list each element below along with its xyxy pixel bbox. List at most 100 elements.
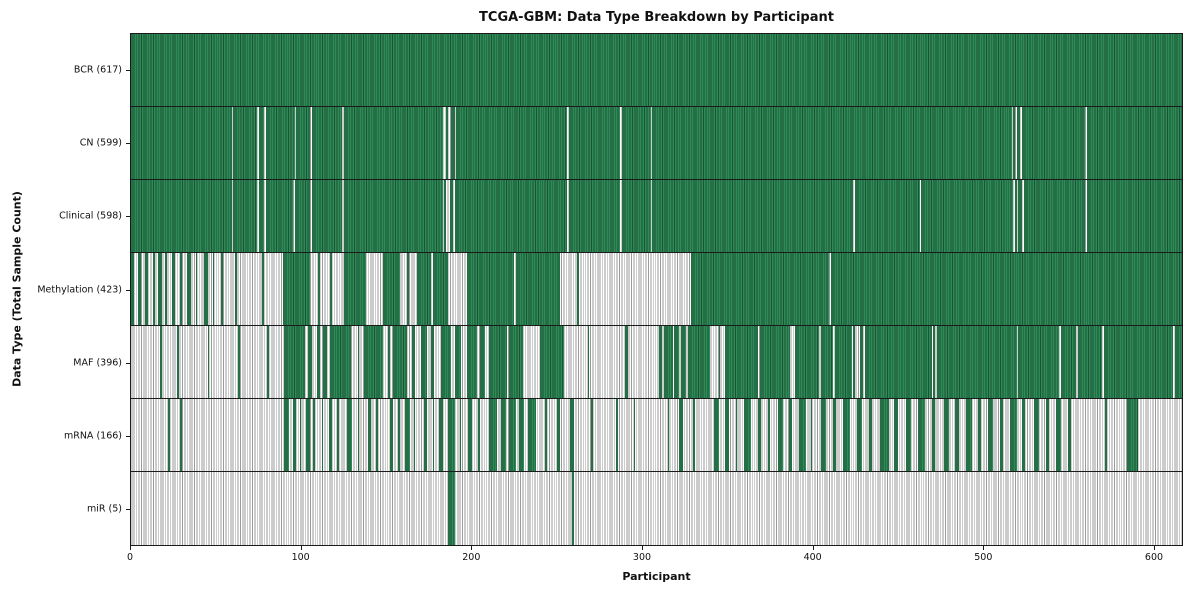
ytick-mark <box>126 142 130 144</box>
present-segment <box>691 253 830 325</box>
present-segment <box>1055 399 1062 471</box>
present-segment <box>987 399 993 471</box>
present-segment <box>131 34 1182 106</box>
present-segment <box>652 180 854 252</box>
heatmap-row-bcr <box>131 34 1182 107</box>
present-segment <box>388 326 390 398</box>
present-segment <box>423 399 428 471</box>
present-segment <box>321 399 324 471</box>
present-segment <box>296 107 310 179</box>
heatmap-row-maf <box>131 326 1182 399</box>
present-segment <box>258 107 264 179</box>
ytick-mark <box>126 362 130 364</box>
present-segment <box>316 326 321 398</box>
x-axis-title: Participant <box>622 570 691 583</box>
present-segment <box>447 399 455 471</box>
present-segment <box>664 326 673 398</box>
present-segment <box>725 326 758 398</box>
present-segment <box>1086 107 1182 179</box>
ytick-mark <box>126 216 130 218</box>
present-segment <box>265 180 293 252</box>
present-segment <box>459 399 462 471</box>
present-segment <box>633 399 636 471</box>
xtick-label-100: 100 <box>291 552 310 563</box>
present-segment <box>527 399 537 471</box>
present-segment <box>468 399 472 471</box>
present-segment <box>718 326 721 398</box>
present-segment <box>917 399 925 471</box>
chart-title: TCGA-GBM: Data Type Breakdown by Partici… <box>479 10 834 25</box>
present-segment <box>282 253 310 325</box>
present-segment <box>931 399 935 471</box>
present-segment <box>652 107 1012 179</box>
present-segment <box>258 180 264 252</box>
present-segment <box>667 399 670 471</box>
present-segment <box>330 326 351 398</box>
present-segment <box>432 253 448 325</box>
present-segment <box>284 326 305 398</box>
present-segment <box>1021 107 1085 179</box>
present-segment <box>337 399 339 471</box>
present-segment <box>735 399 738 471</box>
present-segment <box>454 180 568 252</box>
present-segment <box>587 326 590 398</box>
present-segment <box>432 399 435 471</box>
plot-area: Present Absent <box>130 33 1183 546</box>
present-segment <box>688 326 711 398</box>
present-segment <box>195 253 198 325</box>
present-segment <box>744 399 752 471</box>
present-segment <box>406 253 409 325</box>
present-segment <box>834 326 852 398</box>
present-segment <box>144 253 149 325</box>
present-segment <box>590 399 593 471</box>
present-segment <box>430 326 435 398</box>
present-segment <box>153 253 155 325</box>
present-segment <box>955 399 959 471</box>
present-segment <box>311 180 343 252</box>
present-segment <box>357 326 360 398</box>
present-segment <box>1023 180 1085 252</box>
present-segment <box>439 399 443 471</box>
present-segment <box>509 326 523 398</box>
present-segment <box>674 326 680 398</box>
xtick-label-500: 500 <box>974 552 993 563</box>
present-segment <box>570 399 574 471</box>
present-segment <box>262 253 264 325</box>
ytick-mark <box>126 289 130 291</box>
present-segment <box>999 399 1004 471</box>
present-segment <box>713 399 719 471</box>
present-segment <box>798 399 806 471</box>
present-segment <box>810 399 813 471</box>
ytick-mark <box>126 436 130 438</box>
present-segment <box>343 107 443 179</box>
xtick-mark <box>1153 546 1155 550</box>
present-segment <box>868 399 872 471</box>
present-segment <box>131 180 232 252</box>
present-segment <box>393 326 407 398</box>
present-segment <box>936 326 1017 398</box>
present-segment <box>343 253 367 325</box>
present-segment <box>860 326 864 398</box>
xtick-mark <box>983 546 985 550</box>
present-segment <box>568 180 620 252</box>
xtick-mark <box>300 546 302 550</box>
present-segment <box>854 180 920 252</box>
present-segment <box>933 326 935 398</box>
present-segment <box>466 326 477 398</box>
present-segment <box>376 399 378 471</box>
present-segment <box>1078 326 1102 398</box>
present-segment <box>1086 180 1182 252</box>
present-segment <box>1009 399 1017 471</box>
heatmap-row-methylation <box>131 253 1182 326</box>
present-segment <box>509 399 516 471</box>
present-segment <box>306 399 310 471</box>
xtick-label-200: 200 <box>462 552 481 563</box>
present-segment <box>865 326 932 398</box>
ytick-label-bcr: BCR (617) <box>73 64 122 76</box>
present-segment <box>843 399 850 471</box>
ytick-label-mir: miR (5) <box>87 503 122 515</box>
present-segment <box>624 326 629 398</box>
present-segment <box>131 253 135 325</box>
present-segment <box>943 399 949 471</box>
present-segment <box>389 399 394 471</box>
